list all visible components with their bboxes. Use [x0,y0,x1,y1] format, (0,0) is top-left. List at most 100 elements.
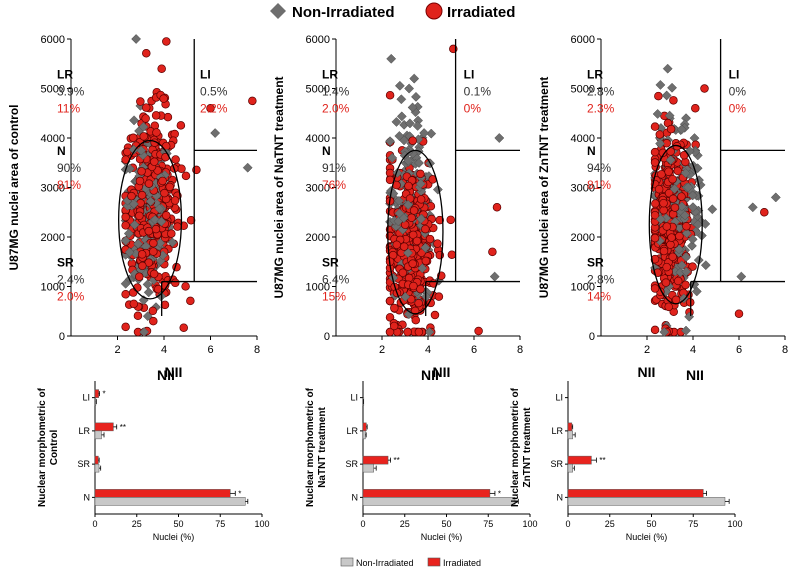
irradiated-point [150,157,159,167]
non-irradiated-bar [567,497,726,506]
non-irradiated-point [145,196,156,207]
bar-y-axis-label: Nuclear morphometric ofControl [37,387,60,507]
non-irradiated-point [385,136,396,147]
irradiated-point [688,262,697,271]
data-points [650,63,781,337]
normal-region-ellipse [118,139,183,300]
non-irradiated-point [691,286,702,297]
bar-y-axis-label-line2: Control [49,430,60,466]
y-tick-label: 3000 [41,183,65,195]
irradiated-point [433,239,442,248]
non-irradiated-bar [362,497,516,506]
non-irradiated-point [396,111,407,122]
irradiated-point [141,103,151,112]
non-irradiated-point [426,128,437,139]
non-irradiated-point [679,210,690,221]
non-irradiated-point [120,278,131,289]
bar-category-label: N [84,492,91,502]
non-irradiated-point [681,228,692,239]
non-irradiated-point [394,195,404,206]
irradiated-point [157,64,166,73]
irradiated-bar [94,422,114,432]
x-tick-label: 6 [207,344,213,356]
non-irradiated-point [770,192,781,203]
region-label-sr: SR [57,255,74,269]
irradiated-point [149,247,158,256]
x-tick-label: 8 [254,344,260,356]
irradiated-point [409,281,418,291]
non-irradiated-point [412,120,423,131]
irradiated-point [691,104,700,113]
y-tick-label: 6000 [306,34,330,46]
irradiated-bar [362,422,367,432]
region-label-li: LI [729,67,740,81]
region-label-lr: LR [322,67,338,81]
non-irradiated-point [404,118,415,129]
region-label-li: LI [200,67,211,81]
region-irradiated-pct: 11% [57,101,80,115]
irradiated-point [412,236,422,246]
bar-x-tick-label: 100 [254,519,269,529]
region-non-irradiated-pct: 3.9% [57,84,85,98]
region-non-irradiated-pct: 94% [587,161,611,175]
irradiated-bar [94,455,99,465]
irradiated-point [399,242,409,251]
bar-x-tick-label: 25 [132,519,142,529]
irradiated-point [408,136,417,145]
non-irradiated-point [747,202,758,213]
non-irradiated-point [736,271,747,282]
non-irradiated-point [494,133,505,143]
irradiated-point [400,220,410,230]
non-irradiated-point [681,266,692,277]
irradiated-point [135,176,145,186]
irradiated-point [659,206,668,215]
region-irradiated-pct: 81% [57,178,81,192]
bar-x-axis-label: Nuclei (%) [153,532,195,542]
x-tick-label: 6 [471,344,477,356]
y-tick-label: 2000 [306,232,330,244]
x-tick-label: 2 [114,344,120,356]
irradiated-point [673,276,683,286]
scatter-zntnt: 0 1000 2000 3000 4000 5000 6000 2 4 6 8 U87MG nucle… [537,34,788,383]
region-non-irradiated-pct: 6.4% [322,272,350,286]
irradiated-point [161,141,171,151]
irradiated-point [447,250,457,259]
y-axis-label: U87MG nuclei area of ZnTNT treatment [537,77,551,298]
non-irradiated-point [680,168,691,179]
bar-y-axis-label-line2: ZnTNT treatment [522,407,533,488]
irradiated-point [148,306,158,316]
irradiated-point [650,233,660,243]
irradiated-point [654,184,664,194]
region-non-irradiated-pct: 2.8% [587,272,615,286]
non-irradiated-point [707,204,718,215]
irradiated-point [206,104,215,113]
irradiated-point [655,130,665,139]
region-non-irradiated-pct: 91% [322,161,346,175]
top-legend: Non-Irradiated Irradiated [270,2,515,21]
irradiated-point [659,198,668,208]
region-irradiated-pct: 2.2% [200,101,228,115]
irradiated-point [149,316,158,326]
bar-category-label: SR [345,459,358,469]
y-tick-label: 1000 [41,282,65,294]
irradiated-point [650,210,660,220]
non-irradiated-point [667,82,678,93]
non-irradiated-point [129,115,140,126]
bar-x-tick-label: 25 [605,519,615,529]
irradiated-point [659,246,669,256]
irradiated-bar [567,422,573,432]
non-irradiated-point [386,53,397,64]
irradiated-point [179,323,188,332]
irradiated-point [668,174,677,184]
irradiated-point [408,259,417,268]
region-non-irradiated-pct: 2.8% [587,84,615,98]
non-irradiated-point [416,213,427,224]
non-irradiated-point [655,214,666,225]
bar-category-label: SR [550,459,563,469]
region-label-n: N [57,144,66,158]
irradiated-point [650,254,660,264]
non-irradiated-point [419,128,430,138]
irradiated-point [667,233,676,242]
non-irradiated-point [391,116,402,127]
irradiated-point [133,283,142,292]
